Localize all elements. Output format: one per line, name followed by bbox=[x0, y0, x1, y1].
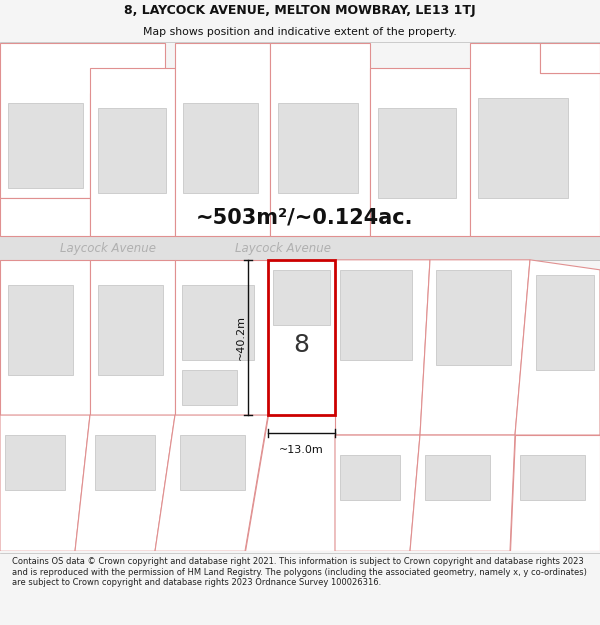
Text: ~503m²/~0.124ac.: ~503m²/~0.124ac. bbox=[196, 208, 414, 227]
Polygon shape bbox=[270, 42, 370, 236]
Polygon shape bbox=[155, 415, 268, 551]
Bar bbox=[278, 102, 358, 192]
Bar bbox=[273, 270, 330, 325]
Polygon shape bbox=[175, 260, 268, 415]
Text: Map shows position and indicative extent of the property.: Map shows position and indicative extent… bbox=[143, 27, 457, 37]
Text: 8: 8 bbox=[293, 333, 310, 357]
Polygon shape bbox=[370, 68, 470, 236]
Bar bbox=[182, 370, 237, 405]
Bar bbox=[98, 107, 166, 192]
Bar bbox=[183, 102, 258, 192]
Polygon shape bbox=[245, 415, 335, 551]
Text: Laycock Avenue: Laycock Avenue bbox=[60, 242, 156, 255]
Polygon shape bbox=[420, 260, 530, 435]
Bar bbox=[5, 435, 65, 490]
Text: Contains OS data © Crown copyright and database right 2021. This information is : Contains OS data © Crown copyright and d… bbox=[12, 557, 587, 587]
Polygon shape bbox=[0, 42, 165, 198]
Bar bbox=[8, 285, 73, 375]
Polygon shape bbox=[90, 260, 175, 415]
Text: ~40.2m: ~40.2m bbox=[236, 315, 246, 360]
Bar bbox=[340, 270, 412, 360]
Polygon shape bbox=[515, 260, 600, 435]
Text: ~13.0m: ~13.0m bbox=[279, 445, 324, 455]
Polygon shape bbox=[335, 260, 430, 435]
Bar bbox=[436, 270, 511, 365]
Polygon shape bbox=[0, 415, 90, 551]
Bar bbox=[268, 260, 335, 415]
Bar bbox=[95, 435, 155, 490]
Bar bbox=[98, 285, 163, 375]
Bar bbox=[180, 435, 245, 490]
Polygon shape bbox=[410, 435, 515, 551]
Bar bbox=[478, 98, 568, 198]
Bar bbox=[182, 285, 254, 360]
Bar bbox=[425, 455, 490, 500]
Bar bbox=[378, 107, 456, 198]
Polygon shape bbox=[335, 435, 420, 551]
Bar bbox=[8, 102, 83, 188]
Bar bbox=[340, 455, 400, 500]
Polygon shape bbox=[175, 42, 270, 236]
Text: 8, LAYCOCK AVENUE, MELTON MOWBRAY, LE13 1TJ: 8, LAYCOCK AVENUE, MELTON MOWBRAY, LE13 … bbox=[124, 4, 476, 17]
Polygon shape bbox=[90, 68, 175, 236]
Bar bbox=[520, 455, 585, 500]
Bar bbox=[536, 275, 594, 370]
Polygon shape bbox=[470, 42, 600, 236]
Polygon shape bbox=[0, 260, 90, 415]
Text: Laycock Avenue: Laycock Avenue bbox=[235, 242, 331, 255]
Polygon shape bbox=[75, 415, 175, 551]
Polygon shape bbox=[510, 435, 600, 551]
Polygon shape bbox=[540, 42, 600, 72]
Bar bbox=[0, 236, 600, 260]
Polygon shape bbox=[0, 198, 90, 236]
